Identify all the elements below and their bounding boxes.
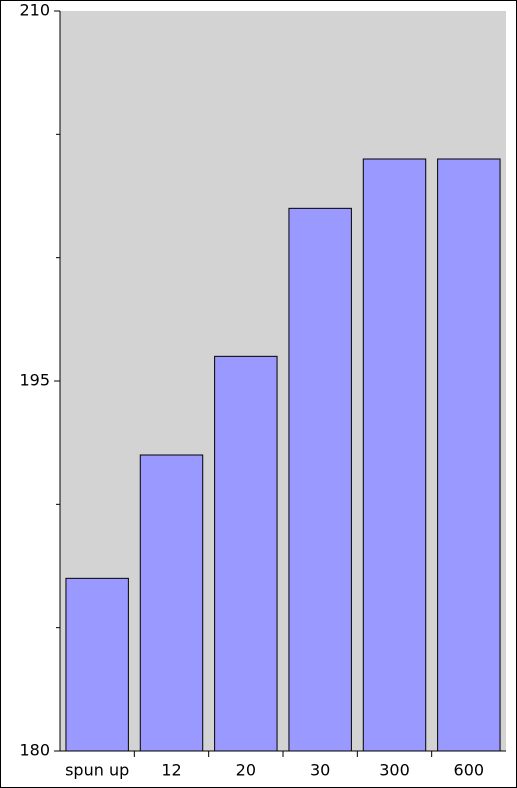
- x-tick-label: 600: [454, 761, 485, 780]
- x-tick-label: 300: [379, 761, 410, 780]
- y-tick-label: 210: [19, 1, 50, 20]
- x-tick-label: 20: [236, 761, 256, 780]
- bar: [362, 158, 427, 752]
- bar: [214, 355, 278, 752]
- plot-area: [60, 11, 506, 751]
- bar: [288, 207, 352, 752]
- bar: [139, 454, 204, 752]
- bar: [437, 158, 501, 752]
- bar: [65, 577, 129, 752]
- x-tick-label: 12: [161, 761, 181, 780]
- x-tick-label: spun up: [65, 761, 129, 780]
- y-tick-label: 195: [19, 371, 50, 390]
- y-tick-label: 180: [19, 741, 50, 760]
- x-tick-label: 30: [310, 761, 330, 780]
